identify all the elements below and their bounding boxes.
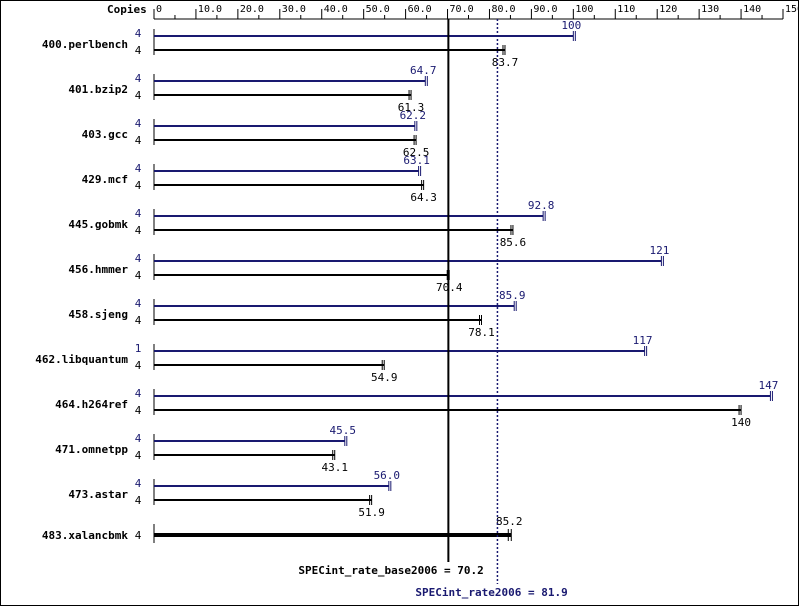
peak-copies-label: 4 (135, 207, 142, 220)
base-copies-label: 4 (135, 269, 142, 282)
base-value-label: 85.6 (500, 236, 527, 249)
peak-value-label: 121 (649, 244, 669, 257)
x-tick-label: 140 (743, 4, 761, 15)
x-tick-label: 130 (701, 4, 719, 15)
base-copies-label: 4 (135, 494, 142, 507)
peak-value-label: 117 (633, 334, 653, 347)
base-value-label: 51.9 (358, 506, 385, 519)
base-value-label: 85.2 (496, 515, 523, 528)
base-value-label: 62.5 (403, 146, 430, 159)
base-copies-label: 4 (135, 314, 142, 327)
peak-copies-label: 4 (135, 27, 142, 40)
x-tick-label: 120 (659, 4, 677, 15)
peak-copies-label: 4 (135, 72, 142, 85)
base-copies-label: 4 (135, 179, 142, 192)
x-tick-label: 40.0 (324, 4, 348, 15)
base-value-label: 83.7 (492, 56, 519, 69)
peak-value-label: 100 (561, 19, 581, 32)
benchmark-label: 400.perlbench (42, 38, 128, 51)
peak-value-label: 56.0 (374, 469, 401, 482)
peak-copies-label: 4 (135, 162, 142, 175)
x-tick-label: 20.0 (240, 4, 264, 15)
peak-value-label: 64.7 (410, 64, 437, 77)
base-copies-label: 4 (135, 404, 142, 417)
x-tick-label: 70.0 (450, 4, 474, 15)
base-copies-label: 4 (135, 449, 142, 462)
base-copies-label: 4 (135, 359, 142, 372)
peak-value-label: 92.8 (528, 199, 555, 212)
benchmark-label: 471.omnetpp (55, 443, 128, 456)
benchmark-label: 462.libquantum (35, 353, 128, 366)
benchmark-label: 458.sjeng (68, 308, 128, 321)
benchmark-label: 464.h264ref (55, 398, 128, 411)
base-reference-label: SPECint_rate_base2006 = 70.2 (298, 564, 483, 577)
peak-copies-label: 4 (135, 252, 142, 265)
peak-copies-label: 4 (135, 387, 142, 400)
base-copies-label: 4 (135, 224, 142, 237)
base-value-label: 61.3 (398, 101, 425, 114)
peak-value-label: 63.1 (403, 154, 430, 167)
benchmark-label: 483.xalancbmk (42, 529, 128, 542)
base-value-label: 43.1 (321, 461, 348, 474)
base-value-label: 70.4 (436, 281, 463, 294)
peak-reference-label: SPECint_rate2006 = 81.9 (415, 586, 567, 599)
base-copies-label: 4 (135, 89, 142, 102)
benchmark-label: 456.hmmer (68, 263, 128, 276)
peak-copies-label: 4 (135, 117, 142, 130)
base-copies-label: 4 (135, 44, 142, 57)
peak-value-label: 147 (758, 379, 778, 392)
peak-value-label: 45.5 (330, 424, 357, 437)
base-copies-label: 4 (135, 529, 142, 542)
peak-value-label: 85.9 (499, 289, 526, 302)
copies-header: Copies (107, 3, 147, 16)
base-value-label: 78.1 (468, 326, 495, 339)
x-tick-label: 80.0 (491, 4, 515, 15)
x-tick-label: 90.0 (533, 4, 557, 15)
x-tick-label: 100 (575, 4, 593, 15)
base-copies-label: 4 (135, 134, 142, 147)
benchmark-label: 445.gobmk (68, 218, 128, 231)
x-tick-label: 30.0 (282, 4, 306, 15)
x-tick-label: 50.0 (366, 4, 390, 15)
peak-copies-label: 1 (135, 342, 142, 355)
x-tick-label: 60.0 (408, 4, 432, 15)
x-tick-label: 110 (617, 4, 635, 15)
x-tick-label: 10.0 (198, 4, 222, 15)
benchmark-label: 401.bzip2 (68, 83, 128, 96)
benchmark-label: 429.mcf (82, 173, 128, 186)
peak-copies-label: 4 (135, 297, 142, 310)
x-tick-label: 0 (156, 4, 162, 15)
peak-value-label: 62.2 (400, 109, 427, 122)
benchmark-label: 473.astar (68, 488, 128, 501)
peak-copies-label: 4 (135, 432, 142, 445)
base-value-label: 140 (731, 416, 751, 429)
base-value-label: 64.3 (410, 191, 437, 204)
x-tick-label: 150 (785, 4, 799, 15)
benchmark-label: 403.gcc (82, 128, 128, 141)
peak-copies-label: 4 (135, 477, 142, 490)
base-value-label: 54.9 (371, 371, 398, 384)
